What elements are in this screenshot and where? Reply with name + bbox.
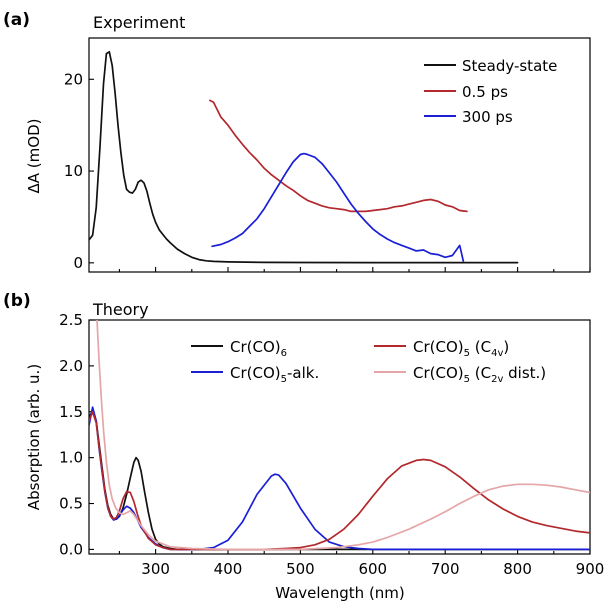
panel-a-axes: 0 10 20 [64,70,591,272]
panel-b-ytick-label: 2.0 [59,357,83,375]
panel-b-ytick-label: 2.5 [59,311,83,329]
panel-b-series-line-0 [89,410,590,551]
panel-b-xtick-label: 400 [214,560,243,578]
panel-b-ytick-label: 0.0 [59,540,83,558]
panel-b-legend: Cr(CO)6 Cr(CO)5-alk. Cr(CO)5 (C4v) Cr(CO… [191,338,546,385]
legend-label-cr-co-5-c4v: Cr(CO)5 (C4v) [413,338,509,359]
panel-a-ytick-label: 10 [64,162,83,180]
panel-b-ylabel: Absorption (arb. u.) [25,364,43,510]
panel-b-series-line-3 [96,320,590,551]
legend-label-cr-co-5-c2v: Cr(CO)5 (C2v dist.) [413,364,546,385]
panel-a-series [89,50,519,264]
panel-a-series-line-1 [209,99,468,213]
panel-a-ytick-label: 0 [73,254,83,272]
panel-b-xtick-label: 700 [431,560,460,578]
panel-a-series-line-0 [89,50,519,264]
panel-b-series-line-2 [89,410,590,551]
panel-b-xtick-label: 500 [286,560,315,578]
legend-label-0-5-ps: 0.5 ps [462,83,508,101]
panel-b-title: Theory [92,300,149,319]
panel-a-label: (a) [3,10,30,30]
panel-a-frame [88,37,591,273]
panel-a-ylabel: ΔA (mOD) [25,119,43,194]
panel-b-xtick-label: 600 [358,560,387,578]
panel-b-ytick-label: 1.5 [59,403,83,421]
panel-b-series [89,320,590,551]
legend-label-cr-co-6: Cr(CO)6 [230,338,287,359]
panel-b-xlabel: Wavelength (nm) [275,584,405,602]
legend-label-cr-co-5-alk: Cr(CO)5-alk. [230,364,319,385]
panel-b-xtick-label: 900 [576,560,605,578]
panel-a-title: Experiment [93,13,185,32]
panel-b-ytick-label: 1.0 [59,449,83,467]
panel-a-ytick-label: 20 [64,70,83,88]
panel-b-xtick-label: 800 [503,560,532,578]
panel-b-label: (b) [3,291,31,311]
panel-a-series-line-2 [211,152,465,262]
panel-b-series-line-1 [89,406,590,551]
panel-b-ytick-label: 0.5 [59,495,83,513]
panel-b-xtick-label: 300 [141,560,170,578]
panel-b-frame [88,319,591,555]
panel-a-legend: Steady-state 0.5 ps 300 ps [424,57,557,126]
legend-label-300-ps: 300 ps [462,108,513,126]
legend-label-steady-state: Steady-state [462,57,557,75]
panel-b-axes: 300 400 500 600 700 800 900 0.0 0.5 1.0 1.5 2.0 2.5 [59,311,604,578]
